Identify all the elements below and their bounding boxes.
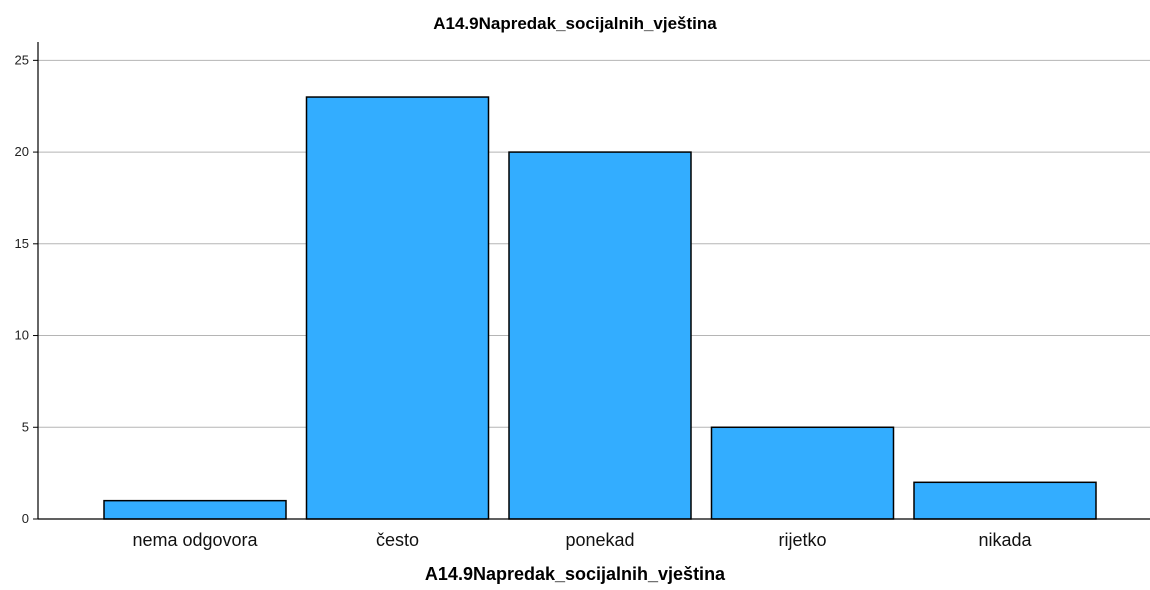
chart-title: A14.9Napredak_socijalnih_vještina (433, 14, 717, 33)
x-axis-title: A14.9Napredak_socijalnih_vještina (424, 564, 726, 584)
bar (305, 96, 490, 520)
x-tick-label: rijetko (778, 530, 826, 550)
y-tick-label: 15 (15, 236, 29, 251)
bar (913, 481, 1097, 520)
y-tick-label: 10 (15, 328, 29, 343)
x-tick-label: nema odgovora (132, 530, 258, 550)
bars (103, 96, 1097, 520)
axes (33, 42, 1150, 520)
x-tick-label: često (376, 530, 419, 550)
bar (508, 151, 692, 520)
y-tick-label: 5 (22, 419, 29, 434)
x-tick-label: nikada (978, 530, 1032, 550)
y-tick-label: 25 (15, 52, 29, 67)
bar (103, 499, 287, 520)
x-tick-label: ponekad (565, 530, 634, 550)
y-tick-label: 0 (22, 511, 29, 526)
axis-labels: 0 5 10 15 20 25 nema odgovora često ponekad rijet… (15, 52, 1033, 550)
y-tick-label: 20 (15, 144, 29, 159)
bar (710, 426, 895, 520)
